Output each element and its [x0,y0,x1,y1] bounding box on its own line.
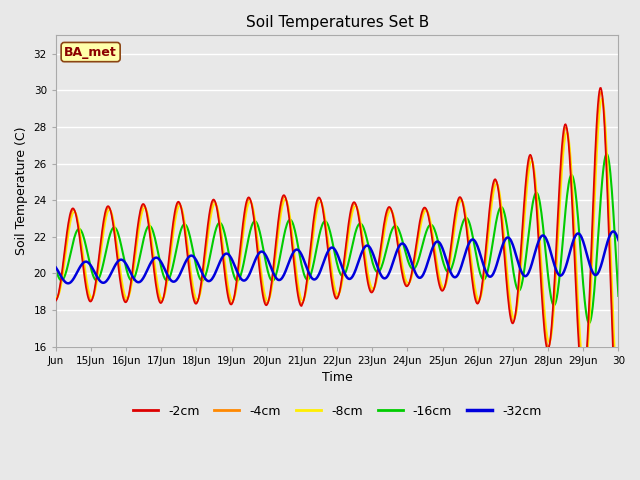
-8cm [396,241,403,247]
Title: Soil Temperatures Set B: Soil Temperatures Set B [246,15,429,30]
-4cm [118,285,125,290]
-4cm [250,208,257,214]
-32cm [428,248,435,254]
-2cm [396,252,403,258]
-2cm [221,276,229,281]
Line: -16cm: -16cm [56,154,618,323]
-4cm [396,248,403,254]
-4cm [597,89,605,95]
-32cm [396,242,404,248]
-8cm [52,294,60,300]
-4cm [427,223,435,229]
-8cm [427,219,435,225]
-32cm [119,257,127,263]
-16cm [52,266,60,272]
Line: -2cm: -2cm [56,88,618,419]
-2cm [597,85,605,91]
Y-axis label: Soil Temperature (C): Soil Temperature (C) [15,127,28,255]
-32cm [222,251,230,256]
-16cm [271,276,278,282]
X-axis label: Time: Time [322,372,353,384]
-2cm [52,298,60,303]
-8cm [598,96,606,101]
-16cm [250,220,257,226]
-8cm [118,277,125,283]
-16cm [118,246,125,252]
-32cm [52,264,60,270]
-32cm [614,237,622,243]
-32cm [250,261,258,266]
Line: -4cm: -4cm [56,92,618,415]
-2cm [118,289,125,295]
-4cm [221,270,229,276]
-8cm [614,400,622,406]
Legend: -2cm, -4cm, -8cm, -16cm, -32cm: -2cm, -4cm, -8cm, -16cm, -32cm [128,400,547,423]
Line: -32cm: -32cm [56,231,618,283]
-8cm [250,205,257,211]
-2cm [614,416,622,422]
-16cm [585,320,593,326]
-4cm [52,297,60,302]
-4cm [614,412,622,418]
-8cm [221,261,229,266]
-16cm [614,293,622,299]
Line: -8cm: -8cm [56,98,618,403]
-32cm [609,228,617,234]
Text: BA_met: BA_met [64,46,117,59]
-16cm [427,222,435,228]
-16cm [221,233,229,239]
-4cm [271,259,278,264]
-2cm [271,254,278,260]
-2cm [250,211,257,216]
-32cm [65,280,72,286]
-16cm [603,151,611,157]
-8cm [271,267,278,273]
-16cm [396,228,403,233]
-32cm [271,274,279,279]
-2cm [427,226,435,232]
